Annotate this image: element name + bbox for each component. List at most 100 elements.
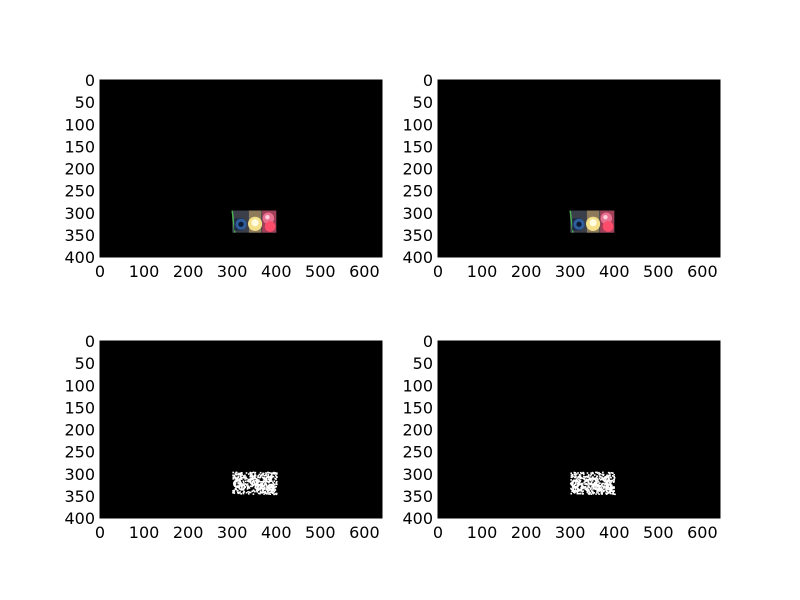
mask-pixel xyxy=(264,480,266,483)
crop-highlight xyxy=(603,214,608,220)
mask-pixel xyxy=(242,480,245,483)
mask-pixel xyxy=(606,482,609,484)
mask-pixel xyxy=(597,479,599,481)
mask-pixel xyxy=(599,482,601,484)
mask-pixel xyxy=(579,479,582,482)
mask-pixel xyxy=(601,488,604,491)
mask-pixel xyxy=(576,478,578,481)
mask-pixel xyxy=(596,486,598,488)
mask-pixel xyxy=(264,486,266,489)
mask-pixel xyxy=(598,493,600,495)
mask-pixel xyxy=(237,491,240,494)
mask-pixel xyxy=(261,473,263,476)
mask-blob xyxy=(592,483,601,491)
mask-pixel xyxy=(259,476,261,479)
mask-pixel xyxy=(599,479,602,481)
mask-pixel xyxy=(241,485,243,488)
mask-pixel xyxy=(251,485,253,487)
mask-pixel xyxy=(271,480,273,482)
mask-pixel xyxy=(262,490,264,493)
mask-pixel xyxy=(273,480,276,482)
crop-blue-ball-center xyxy=(576,221,582,227)
y-tick-label: 100 xyxy=(402,376,433,395)
mask-pixel xyxy=(257,476,259,478)
mask-pixel xyxy=(606,491,609,493)
mask-pixel xyxy=(579,471,582,474)
y-tick-label: 400 xyxy=(64,509,95,528)
x-tick-label: 100 xyxy=(129,262,160,281)
mask-pixel xyxy=(600,478,603,481)
mask-pixel xyxy=(573,485,576,487)
subplot-4: 0 100 200 300 400 500 600 0 50 100 150 200 250 300 350… xyxy=(402,332,721,542)
mask-pixel xyxy=(605,477,607,480)
mask-pixel xyxy=(248,478,250,481)
x-tick-label: 600 xyxy=(687,523,718,542)
y-tick-label: 300 xyxy=(402,204,433,223)
mask-pixel xyxy=(265,483,268,486)
mask-pixel xyxy=(275,493,278,496)
y-tick-label: 300 xyxy=(64,465,95,484)
y-tick-label: 350 xyxy=(64,487,95,506)
mask-pixel xyxy=(594,477,597,480)
mask-pixel xyxy=(608,491,610,494)
mask-blob xyxy=(576,483,584,491)
mask-pixel xyxy=(235,473,238,476)
mask-pixel xyxy=(587,484,590,487)
mask-pixel xyxy=(603,487,605,490)
mask-pixel xyxy=(238,474,240,476)
y-tick-label: 400 xyxy=(64,248,95,267)
mask-pixel xyxy=(273,490,276,493)
mask-pixel xyxy=(264,482,267,485)
y-tick-label: 400 xyxy=(402,248,433,267)
mask-pixel xyxy=(232,471,234,474)
mask-pixel xyxy=(609,476,612,479)
mask-pixel xyxy=(246,483,249,485)
mask-pixel xyxy=(268,491,271,494)
mask-pixel xyxy=(257,492,260,495)
x-tick-label: 200 xyxy=(511,262,542,281)
y-tick-label: 250 xyxy=(402,182,433,201)
y-tick-label: 350 xyxy=(402,226,433,245)
crop-blue-ball-center xyxy=(238,221,244,227)
mask-blob xyxy=(587,477,598,486)
y-tick-label: 300 xyxy=(402,465,433,484)
mask-pixel xyxy=(608,481,611,483)
mask-pixel xyxy=(248,487,250,489)
mask-pixel xyxy=(235,488,238,491)
mask-pixel xyxy=(575,475,577,477)
mask-pixel xyxy=(275,478,277,480)
mask-pixel xyxy=(272,475,275,478)
mask-pixel xyxy=(256,490,258,493)
mask-pixel xyxy=(601,476,603,479)
y-tick-label: 0 xyxy=(85,332,95,351)
mask-pixel xyxy=(263,484,266,487)
mask-pixel xyxy=(591,486,593,488)
y-tick-label: 0 xyxy=(85,71,95,90)
mask-pixel xyxy=(262,472,264,475)
mask-pixel xyxy=(250,485,252,488)
mask-pixel xyxy=(259,486,262,488)
x-tick-label: 300 xyxy=(555,262,586,281)
mask-pixel xyxy=(249,474,252,476)
mask-pixel xyxy=(238,482,241,485)
mask-pixel xyxy=(268,487,271,489)
x-tick-label: 200 xyxy=(173,262,204,281)
mask-pixel xyxy=(237,482,240,484)
mask-pixel xyxy=(245,477,247,479)
mask-pixel xyxy=(572,488,575,491)
y-tick-label: 200 xyxy=(402,421,433,440)
mask-pixel xyxy=(276,483,278,486)
mask-pixel xyxy=(240,478,243,481)
mask-pixel xyxy=(261,491,264,494)
x-tick-label: 0 xyxy=(433,262,443,281)
mask-pixel xyxy=(275,485,278,488)
mask-pixel xyxy=(578,476,580,479)
mask-pixel xyxy=(571,490,573,493)
mask-pixel xyxy=(581,493,584,495)
y-tick-label: 200 xyxy=(64,421,95,440)
y-tick-label: 150 xyxy=(402,398,433,417)
mask-pixel xyxy=(239,472,241,475)
mask-pixel xyxy=(254,471,257,474)
x-tick-label: 100 xyxy=(467,523,498,542)
